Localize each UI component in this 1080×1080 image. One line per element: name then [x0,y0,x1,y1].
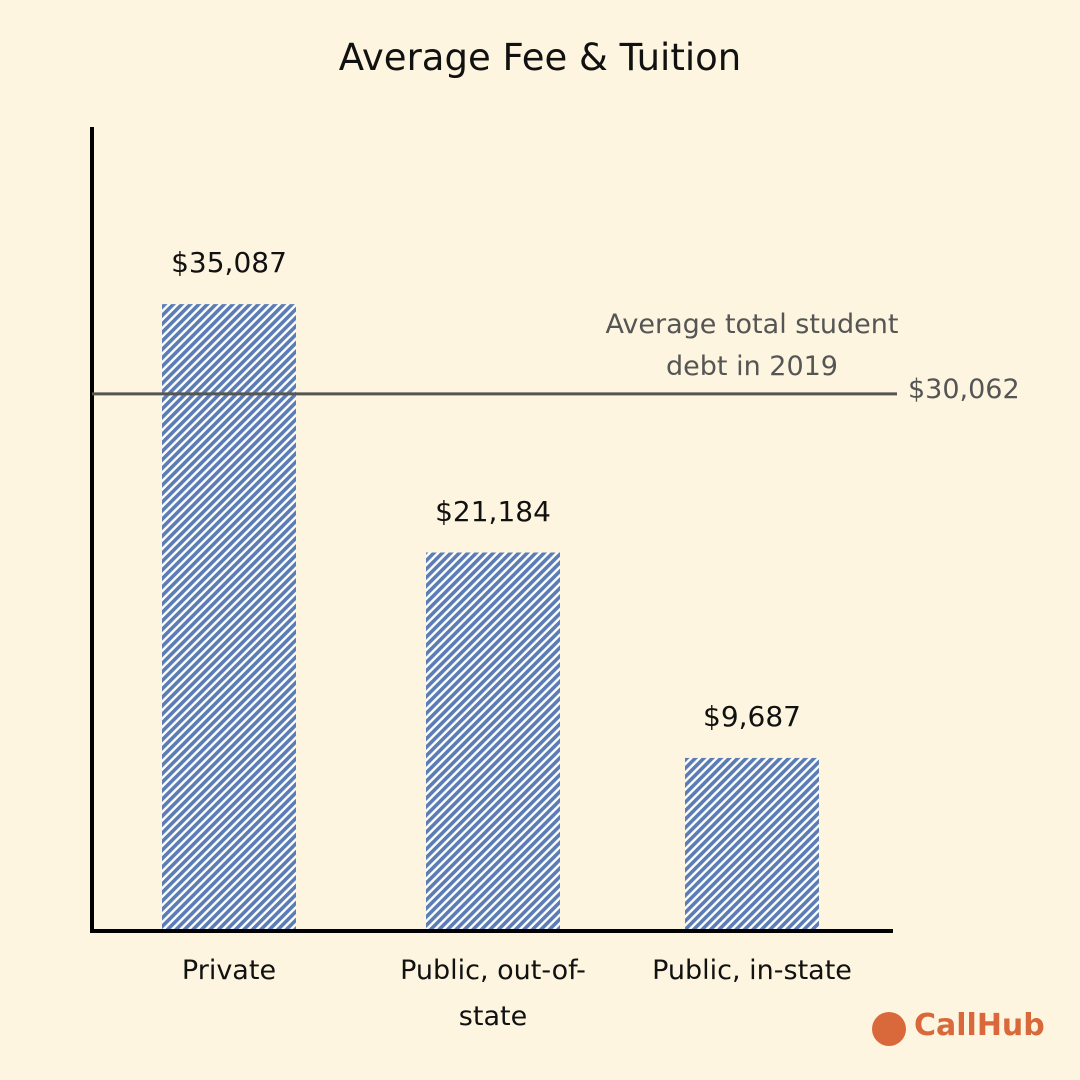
chart-title: Average Fee & Tuition [338,36,742,79]
value-label: $35,087 [171,246,287,280]
bar [685,757,819,931]
reference-annotation: Average total student debt in 2019 [605,308,899,382]
x-tick-label: Public, out-of-state [400,955,586,1032]
reference-label: $30,062 [908,373,1020,405]
bar [162,304,296,931]
logo: CallHub [914,1008,1045,1043]
logo-icon [872,1012,906,1046]
value-label: $21,184 [435,494,551,528]
x-tick-label: Private [181,955,277,986]
x-tick-label: Public, in-state [652,955,852,986]
value-label: $9,687 [703,699,801,733]
bar [426,552,560,931]
